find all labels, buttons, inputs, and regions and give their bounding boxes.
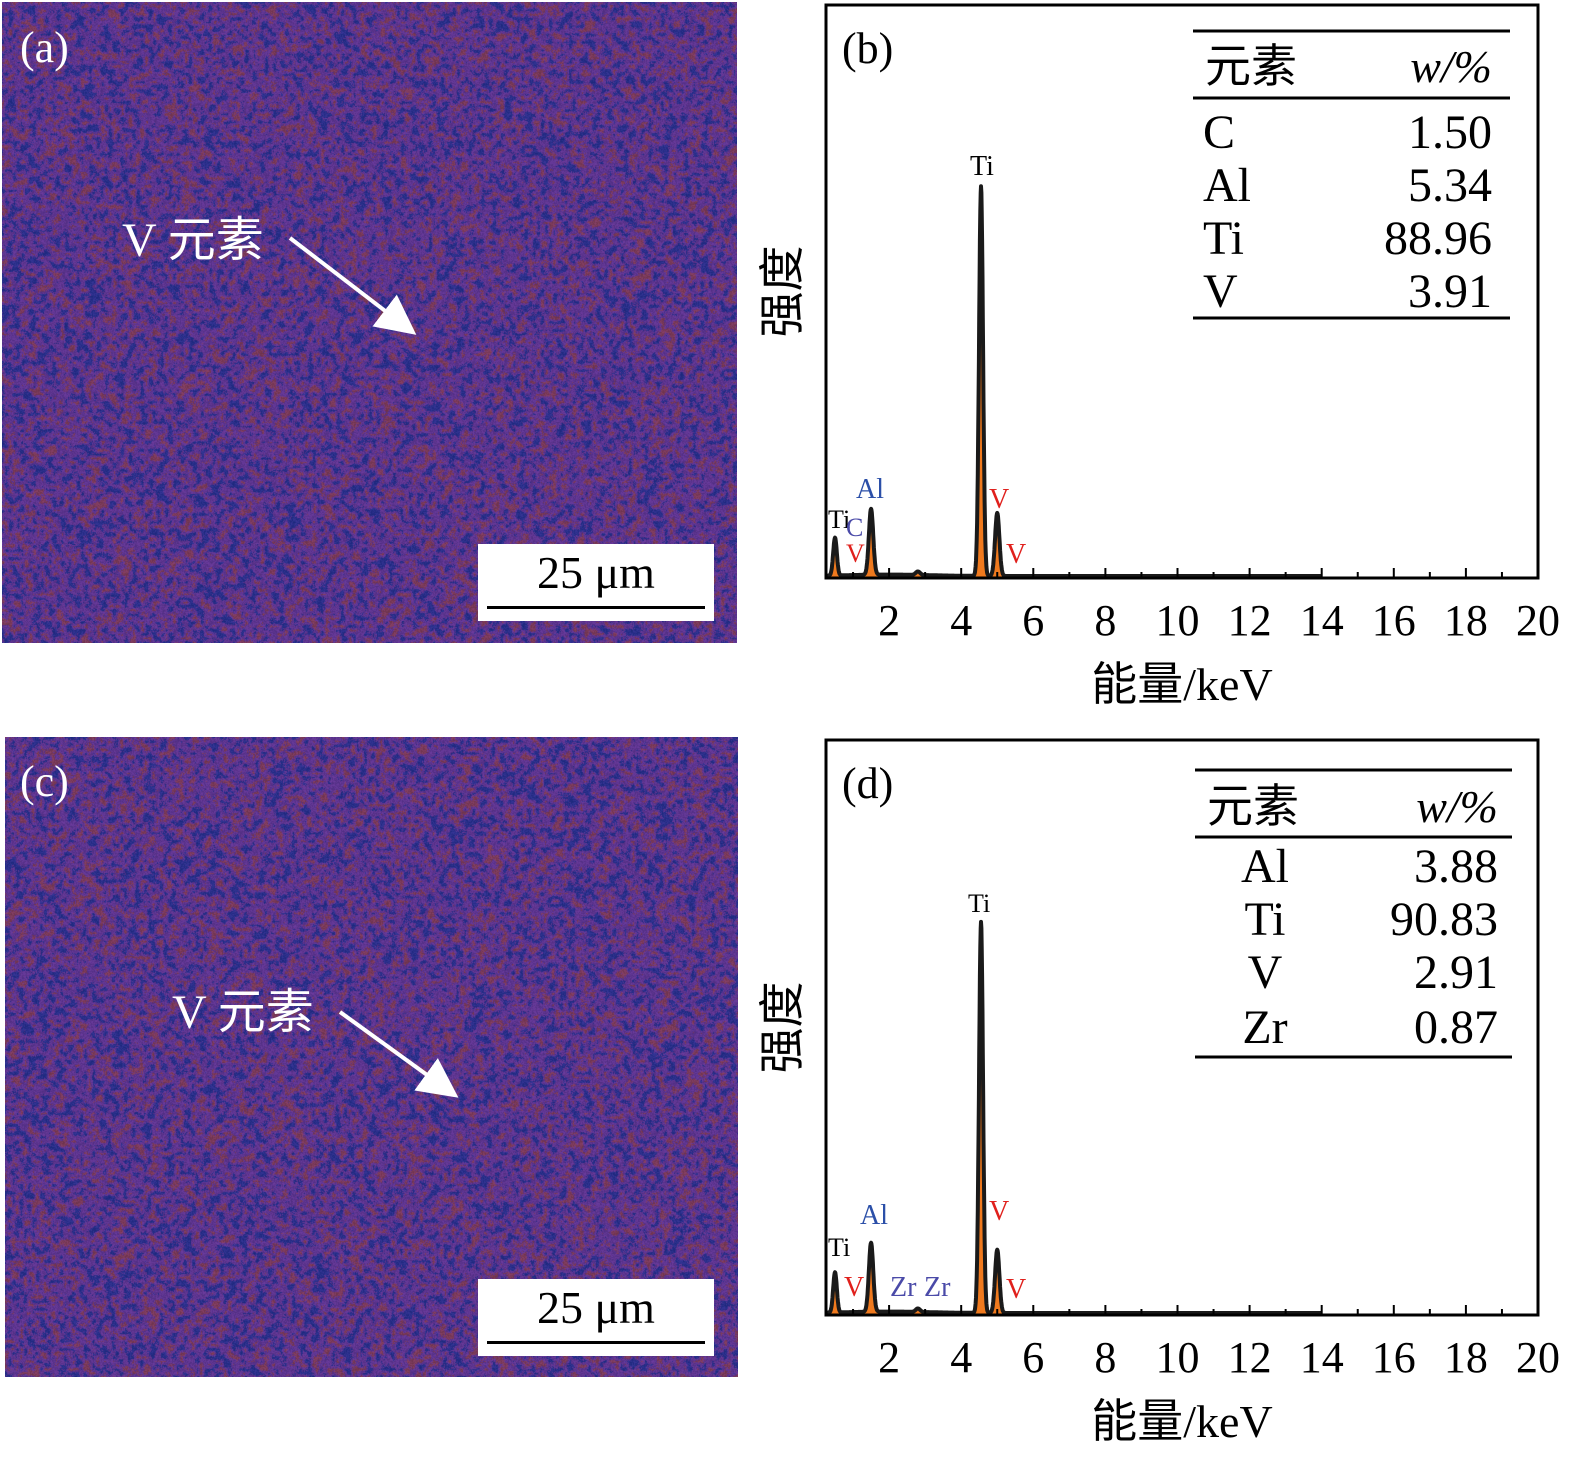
x-tick-label: 8: [1094, 596, 1116, 645]
spectrum-line: [824, 184, 1324, 578]
x-tick-label: 16: [1372, 1333, 1416, 1382]
table-cell-element: Al: [1241, 840, 1289, 893]
scale-bar-label: 25 μm: [537, 1282, 655, 1333]
table-cell-element: V: [1248, 946, 1283, 999]
peak-label: V: [1006, 539, 1026, 570]
x-tick-label: 14: [1300, 1333, 1344, 1382]
v-element-annotation: V 元素: [122, 214, 264, 267]
eds-map-a: [2, 2, 737, 643]
v-element-annotation: V 元素: [172, 986, 314, 1039]
x-tick-label: 20: [1516, 596, 1560, 645]
y-axis-label: 强度: [757, 982, 808, 1074]
scale-bar-label: 25 μm: [537, 547, 655, 598]
x-tick-label: 18: [1444, 596, 1488, 645]
scale-bar-line: [487, 1341, 705, 1344]
x-tick-label: 16: [1372, 596, 1416, 645]
x-tick-label: 18: [1444, 1333, 1488, 1382]
table-cell-wt: 1.50: [1408, 106, 1492, 159]
plot-frame: [824, 3, 1540, 580]
x-tick-label: 8: [1094, 1333, 1116, 1382]
table-cell-element: V: [1203, 265, 1238, 318]
x-axis-label: 能量/keV: [1091, 1396, 1272, 1447]
panel-label-a: (a): [20, 23, 69, 72]
plot-frame: [824, 738, 1540, 1317]
panel-label: (b): [842, 24, 893, 73]
table-header-element: 元素: [1205, 41, 1297, 92]
table-cell-element: C: [1203, 106, 1235, 159]
eds-map-c: [5, 737, 738, 1377]
table-cell-wt: 3.91: [1408, 265, 1492, 318]
x-tick-label: 20: [1516, 1333, 1560, 1382]
peak-label: Ti: [828, 1233, 850, 1262]
x-tick-label: 14: [1300, 596, 1344, 645]
table-cell-wt: 0.87: [1414, 1001, 1498, 1054]
panel-label-c: (c): [20, 757, 69, 806]
peak-label: V: [846, 539, 865, 568]
v-element-map-image: [2, 2, 737, 643]
peak-label: Zr: [890, 1272, 917, 1303]
table-cell-wt: 90.83: [1390, 893, 1498, 946]
arrow-icon: [288, 236, 417, 335]
table-cell-wt: 88.96: [1384, 212, 1492, 265]
v-element-map-image: [5, 737, 738, 1377]
scale-bar-line: [487, 606, 705, 609]
spectrum-line: [824, 919, 1324, 1315]
peak-label: Ti: [968, 889, 990, 918]
x-axis-label: 能量/keV: [1091, 659, 1272, 710]
scale-bar: 25 μm: [478, 1279, 714, 1356]
peak-label: V: [989, 1196, 1009, 1227]
table-cell-element: Al: [1203, 159, 1251, 212]
peak-label: V: [1006, 1274, 1026, 1305]
peak-label: Ti: [970, 151, 994, 182]
table-header-wt: w/%: [1410, 41, 1492, 92]
peak-label: V: [844, 1272, 864, 1303]
x-tick-label: 12: [1228, 1333, 1272, 1382]
peak-label: Ti: [828, 505, 850, 534]
y-axis-label: 强度: [757, 246, 808, 338]
table-header-wt: w/%: [1416, 781, 1498, 832]
table-cell-wt: 3.88: [1414, 840, 1498, 893]
x-tick-label: 6: [1022, 1333, 1044, 1382]
table-cell-element: Ti: [1245, 893, 1286, 946]
arrow-icon: [338, 1010, 459, 1098]
x-tick-label: 2: [878, 1333, 900, 1382]
table-cell-element: Zr: [1242, 1001, 1287, 1054]
peak-label: Zr: [924, 1272, 951, 1303]
peak-label: Al: [856, 474, 884, 505]
x-tick-label: 2: [878, 596, 900, 645]
x-tick-label: 12: [1228, 596, 1272, 645]
peak-label: C: [846, 513, 863, 542]
table-cell-wt: 2.91: [1414, 946, 1498, 999]
x-tick-label: 10: [1155, 1333, 1199, 1382]
peak-label: V: [989, 484, 1009, 515]
table-cell-wt: 5.34: [1408, 159, 1492, 212]
table-cell-element: Ti: [1203, 212, 1244, 265]
x-tick-label: 6: [1022, 596, 1044, 645]
x-tick-label: 10: [1155, 596, 1199, 645]
x-tick-label: 4: [950, 1333, 972, 1382]
table-header-element: 元素: [1207, 781, 1299, 832]
scale-bar: 25 μm: [478, 544, 714, 621]
panel-label: (d): [842, 759, 893, 808]
peak-label: Al: [860, 1200, 888, 1231]
x-tick-label: 4: [950, 596, 972, 645]
